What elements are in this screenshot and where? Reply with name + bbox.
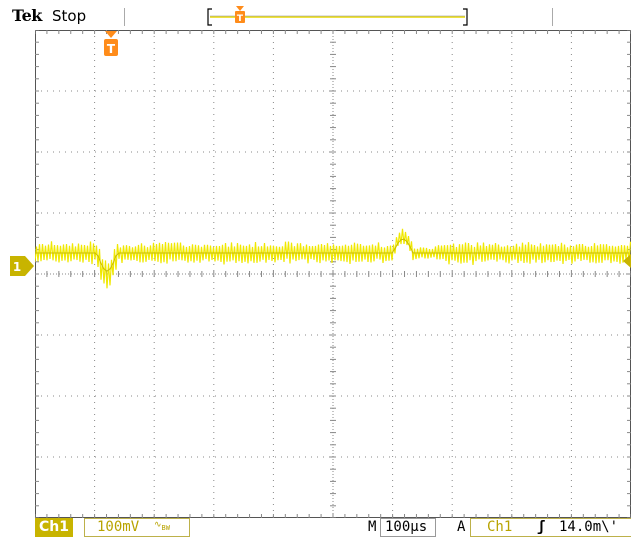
svg-text:T: T (107, 42, 116, 56)
timebase-readout[interactable]: 100μs (380, 518, 436, 537)
trigger-source: Ch1 (487, 519, 513, 535)
timebase-prefix: M (368, 519, 377, 535)
rising-edge-icon: ʃ (537, 519, 546, 535)
record-trigger-icon: T (235, 6, 245, 24)
channel1-waveform (35, 228, 631, 289)
svg-text:T: T (237, 14, 244, 24)
trigger-level-icon (623, 254, 631, 268)
readout-bar: Ch1 100mV ∿BW M 100μs A Ch1 ʃ 14.0m\' (0, 518, 631, 540)
acquisition-status: Stop (52, 7, 87, 25)
top-status-bar: Tek Stop T (0, 0, 631, 30)
trigger-position-icon[interactable]: T (103, 31, 119, 57)
graticule (35, 30, 631, 518)
brand-logo: Tek (12, 6, 42, 25)
top-separator (124, 8, 125, 26)
channel-badge[interactable]: Ch1 (35, 518, 73, 537)
channel1-waveform-core (35, 238, 629, 272)
vertical-scale-readout[interactable]: 100mV (84, 518, 190, 537)
channel1-ground-marker[interactable]: 1 (10, 256, 34, 276)
waveform-display[interactable] (35, 30, 631, 518)
trigger-prefix: A (457, 519, 466, 535)
timebase-value: 100μs (385, 519, 428, 535)
trigger-level: 14.0m\' (559, 519, 619, 535)
record-view-bar: T (207, 6, 468, 26)
trigger-readout[interactable]: Ch1 ʃ 14.0m\' (470, 518, 631, 537)
top-separator (552, 8, 553, 26)
bandwidth-limit-icon: ∿BW (154, 520, 170, 532)
vertical-scale-value: 100mV (97, 519, 140, 535)
svg-text:1: 1 (13, 260, 21, 274)
